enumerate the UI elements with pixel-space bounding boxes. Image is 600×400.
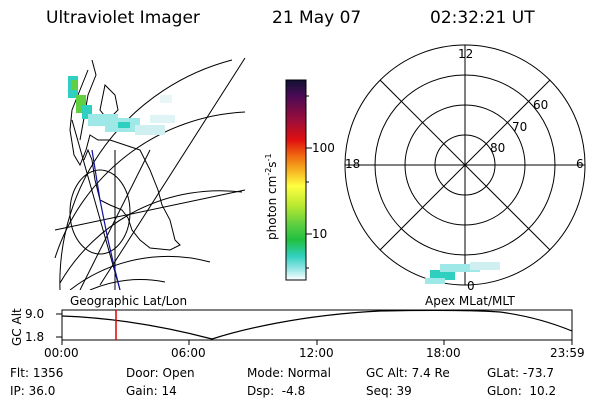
mlt-label-12: 12 xyxy=(458,47,474,61)
mlt-label-0: 0 xyxy=(467,279,475,293)
longitude-grid xyxy=(54,57,246,290)
time-tick-0000: 00:00 xyxy=(44,346,79,360)
time-tick-0600: 06:00 xyxy=(171,346,206,360)
time-tick-1800: 18:00 xyxy=(426,346,461,360)
colorbar-unit-label: photon cm-2s-1 xyxy=(264,153,279,240)
altitude-axis-title: GC Alt xyxy=(10,308,24,346)
status-glon: GLon: 10.2 xyxy=(487,384,557,398)
date-label: 21 May 07 xyxy=(272,8,362,28)
mlt-label-18: 18 xyxy=(345,157,361,171)
colorbar-tick-100: 100 xyxy=(312,141,335,155)
geographic-panel-label: Geographic Lat/Lon xyxy=(70,294,188,308)
mlat-label-60: 60 xyxy=(533,98,549,112)
mlat-label-80: 80 xyxy=(490,141,506,155)
polar-plot xyxy=(344,44,586,286)
continent-outline xyxy=(69,69,181,251)
instrument-title: Ultraviolet Imager xyxy=(46,8,200,28)
mlat-label-70: 70 xyxy=(512,120,528,134)
status-dsp: Dsp: -4.8 xyxy=(247,384,306,398)
geographic-map xyxy=(54,57,246,290)
status-door: Door: Open xyxy=(126,366,195,380)
status-seq: Seq: 39 xyxy=(366,384,412,398)
colorbar-tick-10: 10 xyxy=(312,227,328,241)
latitude-grid xyxy=(54,59,246,290)
status-flt: Flt: 1356 xyxy=(10,366,64,380)
aurora-emission-polar xyxy=(425,262,500,284)
status-mode: Mode: Normal xyxy=(247,366,331,380)
status-ip: IP: 36.0 xyxy=(10,384,56,398)
mlt-label-6: 6 xyxy=(576,157,584,171)
pole-circle xyxy=(69,169,131,255)
apex-panel-label: Apex MLat/MLT xyxy=(425,294,515,308)
status-glat: GLat: -73.7 xyxy=(487,366,554,380)
time-tick-1200: 12:00 xyxy=(299,346,334,360)
altitude-y-tick-max: 9.0 xyxy=(25,307,45,321)
status-gain: Gain: 14 xyxy=(126,384,177,398)
altitude-plot xyxy=(56,309,573,345)
altitude-y-tick-min: 1.8 xyxy=(25,330,45,344)
time-label: 02:32:21 UT xyxy=(430,8,535,28)
aurora-emission-geo xyxy=(68,76,175,135)
colorbar xyxy=(285,79,312,281)
status-gcalt: GC Alt: 7.4 Re xyxy=(366,366,450,380)
time-tick-2359: 23:59 xyxy=(550,346,585,360)
altitude-trace xyxy=(61,309,573,340)
